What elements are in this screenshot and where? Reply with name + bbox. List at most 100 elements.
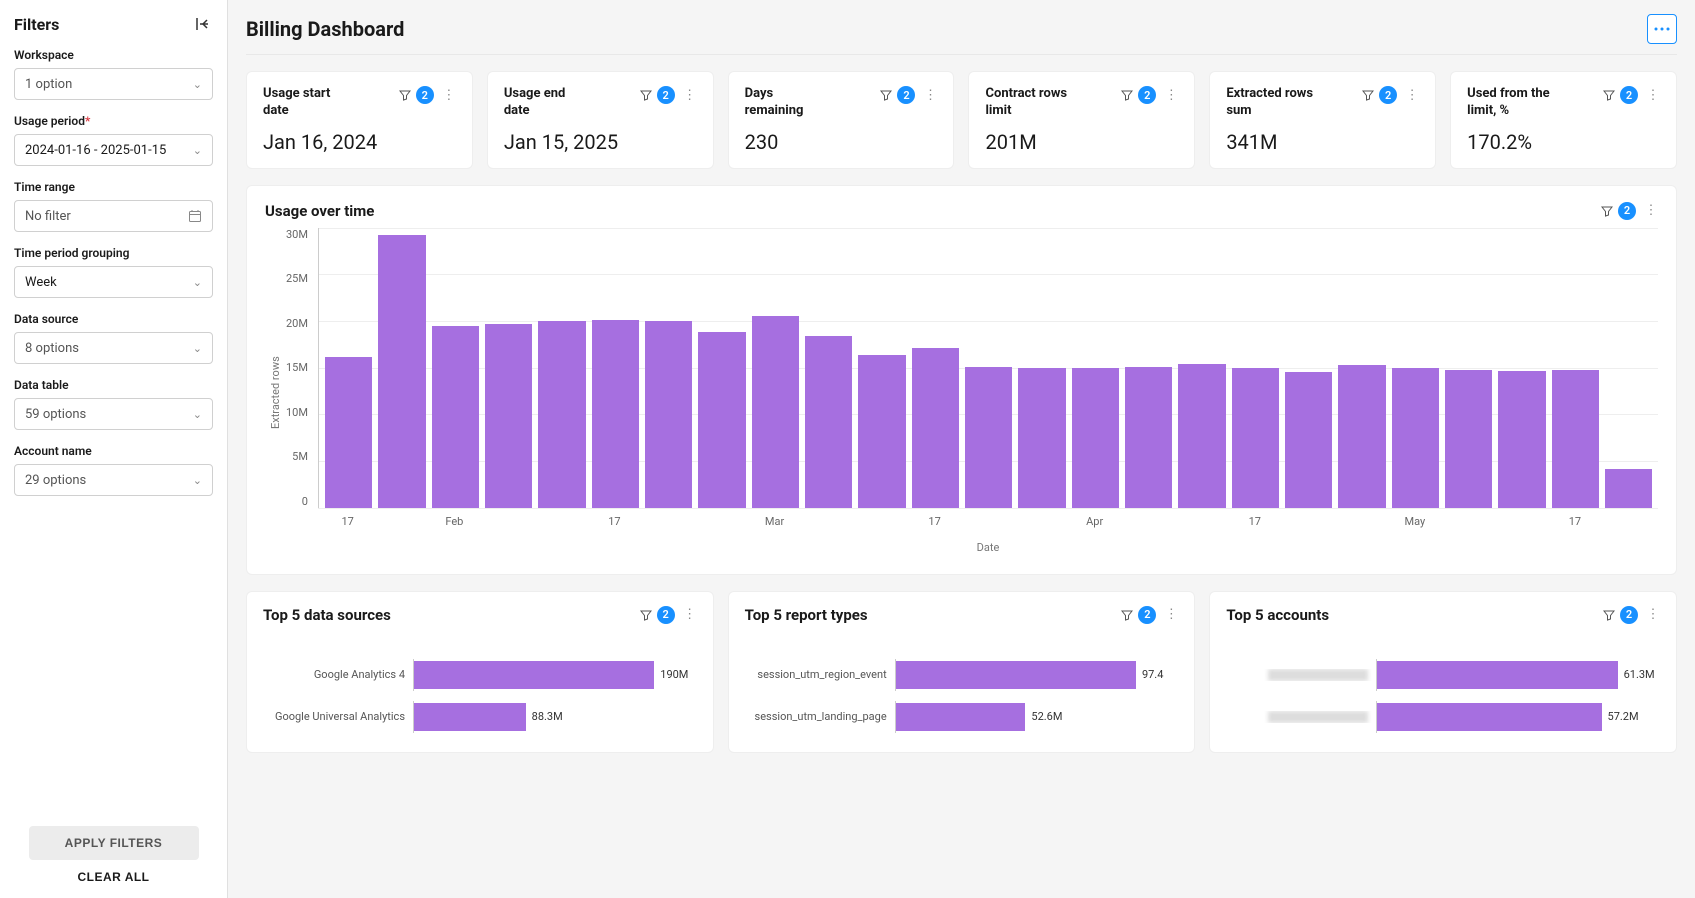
kpi-value: 230 — [745, 130, 938, 154]
usage-bar[interactable] — [1605, 469, 1652, 508]
kpi-label: Usage start date — [263, 86, 353, 120]
top-report-types-card: Top 5 report types 2 ⋮ session_utm_regio… — [728, 591, 1196, 753]
usage-bar[interactable] — [325, 357, 372, 508]
hbar-label: Google Universal Analytics — [263, 710, 413, 723]
kpi-menu-button[interactable]: ⋮ — [683, 88, 697, 103]
usage-bar[interactable] — [698, 332, 745, 507]
collapse-sidebar-icon[interactable] — [193, 14, 213, 34]
top-report-types-menu-button[interactable]: ⋮ — [1164, 607, 1178, 622]
data-source-select[interactable]: 8 options ⌄ — [14, 332, 213, 364]
filter-count-badge: 2 — [416, 86, 434, 104]
time-range-input[interactable]: No filter — [14, 200, 213, 232]
usage-bar[interactable] — [858, 355, 905, 508]
kpi-card: Used from the limit, % 2 ⋮ 170.2% — [1450, 71, 1677, 169]
top-report-types-filter-button[interactable]: 2 — [1120, 606, 1156, 624]
kpi-filter-button[interactable]: 2 — [1120, 86, 1156, 104]
filter-count-badge: 2 — [1618, 202, 1636, 220]
page-title: Billing Dashboard — [246, 17, 404, 41]
kpi-filter-button[interactable]: 2 — [1361, 86, 1397, 104]
usage-chart-menu-button[interactable]: ⋮ — [1644, 203, 1658, 218]
top-data-sources-menu-button[interactable]: ⋮ — [683, 607, 697, 622]
usage-bar[interactable] — [1445, 370, 1492, 508]
usage-bar[interactable] — [1338, 365, 1385, 508]
filter-count-badge: 2 — [1138, 606, 1156, 624]
top-accounts-filter-button[interactable]: 2 — [1602, 606, 1638, 624]
usage-period-select[interactable]: 2024-01-16 - 2025-01-15 ⌄ — [14, 134, 213, 166]
usage-bar[interactable] — [1285, 372, 1332, 507]
usage-bar[interactable] — [645, 321, 692, 508]
filter-count-badge: 2 — [897, 86, 915, 104]
funnel-icon — [639, 88, 653, 102]
hbar-fill[interactable] — [414, 703, 526, 731]
apply-filters-button[interactable]: APPLY FILTERS — [29, 826, 199, 860]
chevron-down-icon: ⌄ — [193, 408, 202, 421]
kpi-menu-button[interactable]: ⋮ — [1164, 88, 1178, 103]
kpi-label: Used from the limit, % — [1467, 86, 1557, 120]
usage-bar[interactable] — [805, 336, 852, 508]
kpi-filter-button[interactable]: 2 — [398, 86, 434, 104]
filters-title: Filters — [14, 15, 59, 34]
kpi-card: Days remaining 2 ⋮ 230 — [728, 71, 955, 169]
kpi-filter-button[interactable]: 2 — [639, 86, 675, 104]
usage-bar[interactable] — [752, 316, 799, 508]
hbar-fill[interactable] — [896, 661, 1136, 689]
top-data-sources-filter-button[interactable]: 2 — [639, 606, 675, 624]
usage-bar[interactable] — [592, 320, 639, 508]
account-name-label: Account name — [14, 444, 213, 458]
funnel-icon — [1120, 88, 1134, 102]
usage-bar[interactable] — [1072, 368, 1119, 508]
account-name-select[interactable]: 29 options ⌄ — [14, 464, 213, 496]
hbar-value: 61.3M — [1624, 668, 1655, 681]
top-data-sources-title: Top 5 data sources — [263, 606, 391, 624]
usage-bar[interactable] — [378, 235, 425, 508]
chevron-down-icon: ⌄ — [193, 342, 202, 355]
usage-period-value: 2024-01-16 - 2025-01-15 — [25, 143, 166, 158]
usage-bar[interactable] — [538, 321, 585, 508]
usage-bar[interactable] — [1018, 368, 1065, 508]
usage-bar[interactable] — [1392, 368, 1439, 508]
kpi-menu-button[interactable]: ⋮ — [923, 88, 937, 103]
usage-bar[interactable] — [1552, 370, 1599, 508]
usage-bar[interactable] — [1498, 371, 1545, 508]
usage-bar[interactable] — [1178, 364, 1225, 508]
usage-chart-filter-button[interactable]: 2 — [1600, 202, 1636, 220]
workspace-value: 1 option — [25, 77, 72, 92]
time-range-label: Time range — [14, 180, 213, 194]
usage-bar[interactable] — [1232, 368, 1279, 508]
kpi-menu-button[interactable]: ⋮ — [1646, 88, 1660, 103]
usage-bar[interactable] — [485, 324, 532, 508]
filters-sidebar: Filters Workspace 1 option ⌄ Usage perio… — [0, 0, 228, 898]
top-accounts-menu-button[interactable]: ⋮ — [1646, 607, 1660, 622]
funnel-icon — [1602, 608, 1616, 622]
usage-chart-plot: 17Feb17Mar17Apr17May17 Date — [318, 228, 1658, 558]
funnel-icon — [398, 88, 412, 102]
usage-bar[interactable] — [1125, 367, 1172, 508]
usage-bar[interactable] — [912, 348, 959, 508]
workspace-select[interactable]: 1 option ⌄ — [14, 68, 213, 100]
clear-all-button[interactable]: CLEAR ALL — [77, 870, 149, 884]
hbar-fill[interactable] — [896, 703, 1026, 731]
kpi-menu-button[interactable]: ⋮ — [1405, 88, 1419, 103]
data-table-select[interactable]: 59 options ⌄ — [14, 398, 213, 430]
time-period-grouping-select[interactable]: Week ⌄ — [14, 266, 213, 298]
usage-bar[interactable] — [965, 367, 1012, 508]
usage-bar[interactable] — [432, 326, 479, 508]
page-more-button[interactable] — [1647, 14, 1677, 44]
kpi-menu-button[interactable]: ⋮ — [442, 88, 456, 103]
time-period-grouping-value: Week — [25, 275, 57, 290]
hbar-label: session_utm_region_event — [745, 668, 895, 681]
kpi-filter-button[interactable]: 2 — [879, 86, 915, 104]
hbar-track: 52.6M — [895, 701, 1179, 733]
account-name-placeholder: 29 options — [25, 473, 86, 488]
top-accounts-title: Top 5 accounts — [1226, 606, 1329, 624]
kpi-card: Extracted rows sum 2 ⋮ 341M — [1209, 71, 1436, 169]
data-source-placeholder: 8 options — [25, 341, 79, 356]
hbar-row: Google Analytics 4 190M — [263, 654, 697, 696]
hbar-fill[interactable] — [1377, 661, 1617, 689]
kpi-filter-button[interactable]: 2 — [1602, 86, 1638, 104]
hbar-fill[interactable] — [414, 661, 654, 689]
kpi-label: Usage end date — [504, 86, 594, 120]
usage-chart-title: Usage over time — [265, 202, 374, 220]
hbar-fill[interactable] — [1377, 703, 1601, 731]
filter-count-badge: 2 — [1620, 86, 1638, 104]
